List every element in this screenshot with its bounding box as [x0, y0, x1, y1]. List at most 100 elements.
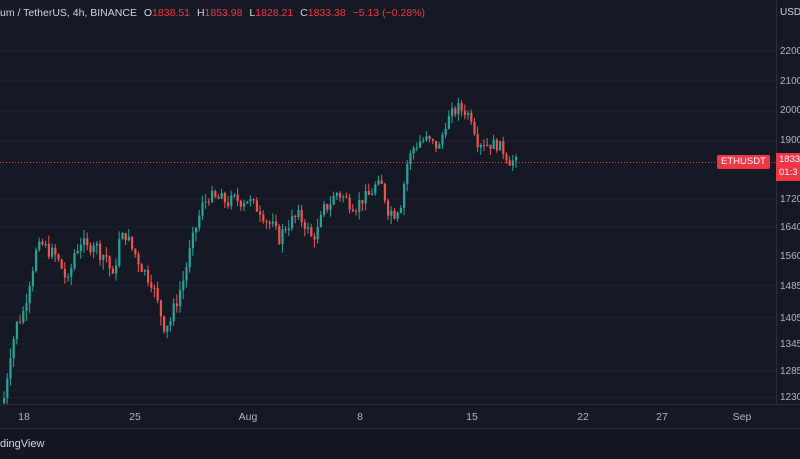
candle-body: [265, 221, 268, 223]
high-value: 1853.98: [204, 7, 243, 19]
candle: [195, 227, 198, 242]
candle-body: [70, 268, 73, 277]
candle: [409, 150, 412, 171]
candle-body: [137, 254, 140, 265]
candle-body: [441, 135, 444, 145]
candle: [259, 205, 262, 223]
candle: [287, 220, 290, 236]
candle-body: [393, 210, 396, 219]
candle-body: [211, 191, 214, 202]
candle: [12, 335, 15, 368]
candle-body: [262, 214, 265, 222]
candle: [134, 248, 137, 258]
candle-body: [140, 264, 143, 272]
candle: [406, 159, 409, 192]
candle-body: [127, 236, 130, 241]
candle-body: [163, 316, 166, 332]
candle: [63, 261, 66, 284]
candle: [428, 135, 431, 143]
candle: [201, 195, 204, 221]
candle-body: [387, 200, 390, 216]
price-tick: 1405: [780, 313, 800, 324]
candle: [332, 191, 335, 206]
candle: [319, 211, 322, 228]
change-value: −5.13 (−0.28%): [352, 7, 426, 19]
candle-body: [431, 139, 434, 141]
candle: [419, 134, 422, 149]
candle: [396, 211, 399, 222]
candle-body: [131, 236, 134, 249]
candle-body: [483, 145, 486, 147]
candle-body: [233, 194, 236, 196]
candle-body: [511, 160, 514, 166]
candle-body: [463, 110, 466, 115]
candle: [255, 197, 258, 212]
candle-body: [239, 201, 242, 207]
price-scale[interactable]: [776, 0, 800, 404]
candle-body: [255, 200, 258, 212]
candle-body: [358, 200, 361, 212]
price-tick: 1485: [780, 281, 800, 292]
candle-body: [447, 116, 450, 129]
candle: [505, 152, 508, 165]
candle: [387, 198, 390, 221]
candle-body: [303, 222, 306, 229]
candle-body: [57, 254, 60, 260]
candle-body: [492, 139, 495, 149]
candle: [41, 238, 44, 246]
candle-body: [339, 193, 342, 198]
candle: [371, 188, 374, 196]
candle: [249, 195, 252, 207]
candle-body: [508, 160, 511, 166]
candle: [70, 263, 73, 286]
candle-body: [246, 201, 249, 204]
candle-body: [278, 226, 281, 244]
candle-body: [380, 180, 383, 184]
candle: [25, 293, 28, 321]
candle-body: [207, 201, 210, 203]
candle-body: [198, 215, 201, 228]
candle-body: [147, 270, 150, 283]
candle-body: [134, 248, 137, 255]
candle: [425, 130, 428, 142]
candle: [457, 97, 460, 121]
candle: [3, 391, 6, 404]
candle: [479, 143, 482, 156]
candle-body: [367, 191, 370, 195]
candle-body: [153, 287, 156, 289]
price-tick: 1560: [780, 251, 800, 262]
candle: [383, 182, 386, 204]
price-tick: 2100: [780, 76, 800, 87]
candle: [51, 243, 54, 260]
candle: [355, 208, 358, 216]
candle: [374, 181, 377, 196]
candle: [236, 187, 239, 207]
chart-pane[interactable]: [0, 0, 776, 404]
candle-body: [12, 339, 15, 359]
candle-body: [342, 196, 345, 198]
candle-body: [249, 199, 252, 202]
currency-label[interactable]: USD: [780, 7, 800, 18]
candle: [486, 138, 489, 147]
candle-body: [201, 202, 204, 216]
time-scale[interactable]: 18 25 Aug 8 15 22 27 Sep: [0, 404, 800, 429]
candle: [348, 193, 351, 214]
candle: [367, 183, 370, 196]
candle: [159, 299, 162, 326]
candle: [284, 226, 287, 234]
candle: [316, 218, 319, 244]
candle-body: [220, 193, 223, 199]
candle: [169, 317, 172, 332]
candle-body: [435, 140, 438, 149]
candlestick-chart[interactable]: [0, 0, 776, 404]
tradingview-brand[interactable]: dingView: [0, 438, 45, 450]
candle: [489, 144, 492, 155]
candle: [147, 265, 150, 287]
candle: [307, 222, 310, 234]
candle-body: [60, 259, 63, 269]
candle-body: [159, 300, 162, 317]
candle-body: [105, 255, 108, 257]
candle: [137, 251, 140, 273]
candle: [230, 190, 233, 210]
candle-body: [19, 321, 22, 323]
